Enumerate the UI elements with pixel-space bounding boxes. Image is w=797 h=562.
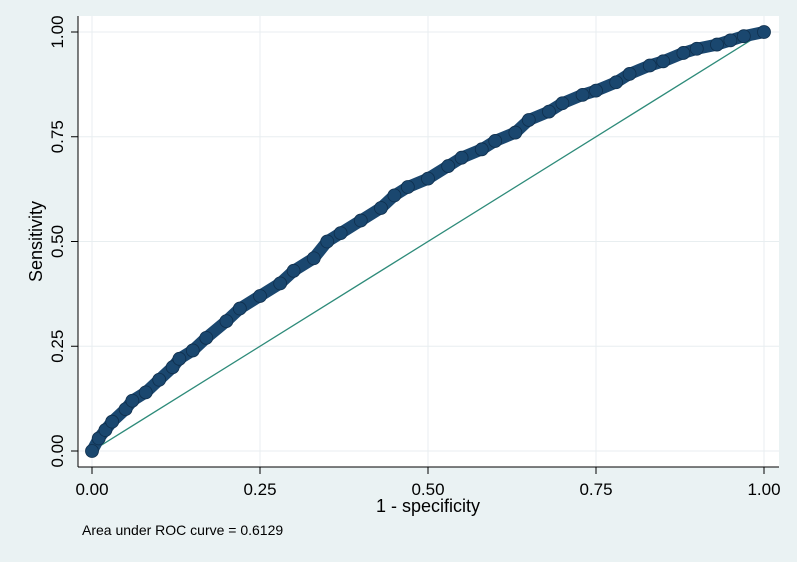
roc-point [474, 142, 489, 157]
roc-point [723, 33, 738, 48]
x-tick-label: 1.00 [747, 480, 780, 499]
roc-point [575, 87, 590, 102]
roc-point [374, 201, 388, 215]
x-axis-ticks: 0.00 0.25 0.50 0.75 1.00 [75, 467, 781, 499]
roc-point [622, 67, 637, 81]
roc-point [152, 372, 167, 387]
y-tick-label: 0.50 [48, 225, 67, 258]
auc-note: Area under ROC curve = 0.6129 [82, 522, 283, 538]
roc-point [199, 330, 214, 345]
roc-point [542, 104, 556, 119]
roc-point [441, 159, 456, 173]
roc-point [105, 414, 120, 429]
roc-point [185, 343, 200, 358]
roc-point [508, 125, 523, 140]
reference-line [91, 31, 765, 452]
roc-point [454, 150, 469, 165]
y-axis-title: Sensitivity [26, 201, 46, 282]
y-tick-label: 0.00 [48, 434, 67, 467]
roc-point [333, 226, 348, 241]
x-tick-label: 0.75 [579, 480, 612, 499]
roc-point [320, 234, 335, 249]
roc-point [589, 83, 603, 98]
roc-point [387, 188, 402, 203]
x-tick-label: 0.00 [75, 480, 108, 499]
roc-point [306, 251, 321, 266]
y-tick-label: 0.25 [48, 330, 67, 363]
x-axis-title: 1 - specificity [376, 496, 480, 516]
roc-point [172, 351, 187, 366]
x-tick-label: 0.50 [411, 480, 444, 499]
y-tick-label: 0.75 [48, 120, 67, 153]
roc-point [85, 444, 99, 458]
roc-point [273, 276, 288, 291]
roc-point [609, 75, 624, 90]
roc-markers [85, 25, 771, 458]
roc-point [125, 393, 140, 408]
y-tick-label: 1.00 [48, 15, 67, 48]
roc-point [488, 134, 503, 148]
roc-point [286, 263, 301, 278]
roc-point [400, 180, 415, 194]
roc-point [521, 113, 536, 127]
roc-point [253, 289, 267, 303]
roc-point [232, 301, 247, 316]
roc-point [138, 385, 153, 400]
roc-point [421, 171, 435, 186]
y-axis-ticks: 0.00 0.25 0.50 0.75 1.00 [48, 15, 78, 468]
roc-point [676, 46, 691, 60]
roc-point [642, 58, 657, 73]
roc-point [689, 41, 704, 56]
x-tick-label: 0.25 [243, 480, 276, 499]
roc-point [710, 37, 724, 52]
roc-point [736, 29, 751, 44]
roc-point [555, 96, 570, 111]
roc-point [353, 213, 368, 228]
roc-point [757, 25, 771, 39]
roc-point [219, 314, 234, 329]
roc-point [656, 54, 671, 69]
